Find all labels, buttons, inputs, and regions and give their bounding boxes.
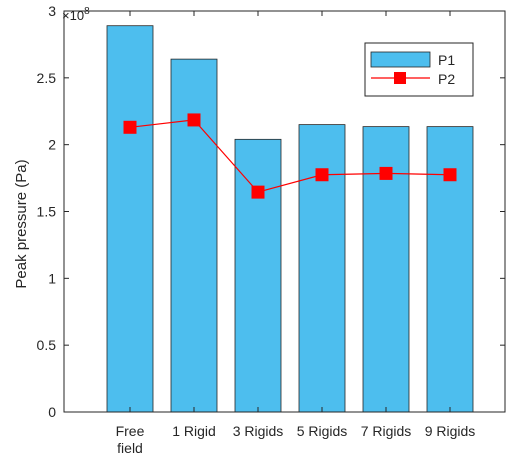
y-tick-label-0: 0 (48, 404, 56, 420)
y-tick-label-4: 2 (48, 137, 56, 153)
bar-0 (106, 25, 154, 413)
y-tick-label-3: 1.5 (37, 204, 57, 220)
marker-p2-0 (123, 120, 137, 134)
x-tick-label-2: 3 Rigids (233, 423, 284, 439)
bar-2 (234, 138, 282, 413)
marker-p2-1 (187, 113, 201, 127)
bar-3 (298, 124, 346, 413)
y-exponent: ×108 (62, 6, 90, 23)
line-group (123, 113, 457, 199)
y-tick-label-6: 3 (48, 3, 56, 19)
marker-p2-3 (315, 168, 329, 182)
x-tick-labels: Free field 1 Rigid 3 Rigids 5 Rigids 7 Rigids… (116, 423, 476, 455)
y-exponent-power: 8 (84, 6, 90, 17)
line-p2 (129, 119, 451, 193)
y-tick-label-1: 0.5 (37, 337, 57, 353)
y-tick-labels: 0 0.5 1 1.5 2 2.5 3 (37, 3, 57, 420)
x-tick-label-3: 5 Rigids (297, 423, 348, 439)
bar-1 (170, 58, 218, 413)
legend-marker-p2 (394, 72, 406, 84)
y-exponent-base: ×10 (62, 8, 84, 23)
y-tick-label-5: 2.5 (37, 70, 57, 86)
x-tick-label-0: Free field (116, 423, 145, 455)
marker-p2-2 (251, 185, 265, 199)
legend-box (364, 42, 474, 97)
marker-p2-4 (379, 166, 393, 180)
x-tick-label-5: 9 Rigids (425, 423, 476, 439)
y-axis-label: Peak pressure (Pa) (13, 159, 30, 288)
y-tick-label-2: 1 (48, 270, 56, 286)
legend-label-p2: P2 (438, 71, 455, 87)
axes-group (63, 10, 506, 413)
marker-p2-5 (443, 168, 457, 182)
legend-label-p1: P1 (438, 52, 455, 68)
legend: P1 P2 (364, 42, 474, 97)
x-tick-label-4: 7 Rigids (361, 423, 412, 439)
legend-swatch-p1 (370, 51, 431, 68)
x-tick-label-1: 1 Rigid (172, 423, 216, 439)
